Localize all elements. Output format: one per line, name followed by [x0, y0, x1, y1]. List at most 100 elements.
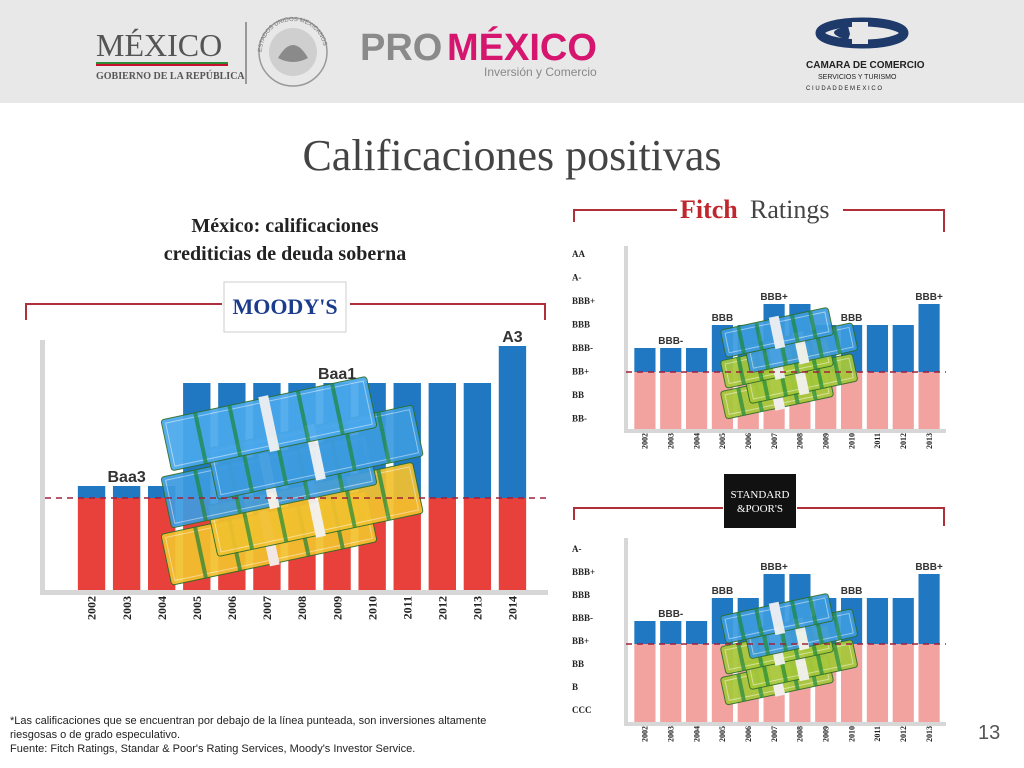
moodys-x-axis [40, 590, 548, 595]
chart-title-line1: México: calificaciones [191, 215, 379, 237]
data-label-2010: BBB [841, 313, 863, 324]
sp-logo-line2: &POOR'S [737, 503, 783, 515]
data-label-2007: BBB+ [760, 292, 788, 303]
x-tick-2008: 2008 [796, 433, 805, 449]
bar-investment-2003 [660, 621, 682, 644]
y-tick-BBB: BBB [572, 320, 590, 330]
y-tick-BBB+: BBB+ [572, 567, 595, 577]
x-tick-2002: 2002 [641, 433, 650, 449]
bar-speculative-2011 [866, 372, 889, 429]
x-tick-2013: 2013 [925, 726, 934, 742]
x-tick-2005: 2005 [190, 596, 204, 620]
x-tick-2011: 2011 [873, 726, 882, 742]
bar-investment-2012 [428, 383, 456, 498]
x-tick-2007: 2007 [770, 726, 779, 742]
bar-investment-2002 [634, 348, 656, 372]
sp-data-labels: BBB- BBB BBB+ BBB BBB+ [658, 562, 943, 620]
x-tick-2012: 2012 [899, 433, 908, 449]
bar-speculative-2002 [77, 498, 106, 590]
y-tick-BB+: BB+ [572, 636, 589, 646]
bar-speculative-2011 [866, 644, 889, 722]
bar-speculative-2012 [892, 372, 914, 429]
bar-speculative-2004 [685, 372, 708, 429]
bar-investment-2004 [685, 621, 708, 644]
header-logos: MÉXICO GOBIERNO DE LA REPÚBLICA ESTADOS … [96, 17, 925, 92]
sp-x-tick-labels: 2002 2003 2004 2005 2006 2007 2008 2009 2010 2011… [641, 726, 934, 742]
x-tick-2013: 2013 [925, 433, 934, 449]
fitch-y-tick-labels: AA A- BBB+ BBB BBB- BB+ BB BB- [572, 249, 595, 424]
x-tick-2010: 2010 [365, 596, 379, 620]
y-tick-BB-: BB- [572, 414, 587, 424]
x-tick-2002: 2002 [641, 726, 650, 742]
y-tick-AA: AA [572, 249, 585, 259]
data-label-2003: BBB- [658, 336, 683, 347]
flag-stripe-red [96, 64, 228, 66]
x-tick-2003: 2003 [667, 433, 676, 449]
x-tick-2006: 2006 [744, 726, 753, 742]
data-label-2009: Baa1 [318, 366, 356, 383]
x-tick-2004: 2004 [692, 726, 701, 742]
flag-stripe-green [96, 62, 228, 64]
mexico-seal-icon: ESTADOS UNIDOS MEXICANOS [258, 17, 328, 87]
x-tick-2003: 2003 [120, 596, 134, 620]
promexico-name: MÉXICO [447, 25, 597, 69]
data-label-2003: BBB- [658, 609, 683, 620]
x-tick-2011: 2011 [873, 433, 882, 449]
fitch-data-labels: BBB- BBB BBB+ BBB BBB+ [658, 292, 943, 347]
header-band: MÉXICO GOBIERNO DE LA REPÚBLICA ESTADOS … [0, 0, 1024, 103]
fitch-logo-part2: Ratings [750, 195, 829, 224]
x-tick-2012: 2012 [899, 726, 908, 742]
x-tick-2002: 2002 [85, 596, 99, 620]
camara-logo-icon [815, 17, 909, 49]
fitch-x-tick-labels: 2002 2003 2004 2005 2006 2007 2008 2009 2010 2011… [641, 433, 934, 449]
x-tick-2007: 2007 [260, 596, 274, 620]
x-tick-2010: 2010 [847, 433, 856, 449]
fitch-y-axis [624, 246, 628, 432]
bar-speculative-2014 [498, 498, 527, 590]
moodys-logo: MOODY'S [223, 281, 347, 333]
bar-speculative-2002 [634, 644, 656, 722]
sp-logo-line1: STANDARD [730, 489, 789, 501]
x-tick-2009: 2009 [822, 726, 831, 742]
bar-speculative-2012 [428, 498, 456, 590]
slide-title: Calificaciones positivas [302, 131, 722, 180]
data-label-2005: BBB [712, 586, 734, 597]
bar-speculative-2003 [660, 372, 682, 429]
y-tick-BB: BB [572, 390, 584, 400]
bar-investment-2014 [498, 346, 527, 498]
page-number: 13 [978, 722, 1001, 744]
y-tick-BB+: BB+ [572, 367, 589, 377]
x-tick-2006: 2006 [744, 433, 753, 449]
logo-gobierno-text: GOBIERNO DE LA REPÚBLICA [96, 70, 245, 82]
x-tick-2008: 2008 [295, 596, 309, 620]
chart-title: México: calificaciones crediticias de de… [120, 212, 450, 268]
fitch-frame [573, 209, 945, 232]
y-tick-BBB: BBB [572, 590, 590, 600]
y-tick-B: B [572, 682, 578, 692]
y-tick-CCC: CCC [572, 705, 592, 715]
y-tick-A-: A- [572, 273, 582, 283]
data-label-2014: A3 [502, 329, 523, 346]
data-label-2003: Baa3 [107, 469, 145, 486]
x-tick-2014: 2014 [506, 596, 520, 620]
header-divider [245, 22, 247, 84]
x-tick-2006: 2006 [225, 596, 239, 620]
fitch-logo-part1: Fitch [680, 195, 738, 224]
bar-investment-2011 [866, 325, 889, 372]
bar-investment-2012 [892, 598, 914, 644]
y-tick-BBB-: BBB- [572, 613, 593, 623]
data-label-2005: BBB [712, 313, 734, 324]
bar-investment-2002 [77, 486, 106, 498]
x-tick-2009: 2009 [330, 596, 344, 620]
bar-speculative-2012 [892, 644, 914, 722]
moodys-data-labels: Baa3 Baa1 A3 [107, 329, 522, 486]
footnote-source: Fuente: Fitch Ratings, Standar & Poor's … [10, 743, 416, 755]
x-tick-2010: 2010 [847, 726, 856, 742]
moodys-y-axis [40, 340, 45, 594]
bar-speculative-2004 [685, 644, 708, 722]
footnote-line1: *Las calificaciones que se encuentran po… [10, 715, 487, 727]
x-tick-2009: 2009 [822, 433, 831, 449]
bar-speculative-2003 [112, 498, 141, 590]
